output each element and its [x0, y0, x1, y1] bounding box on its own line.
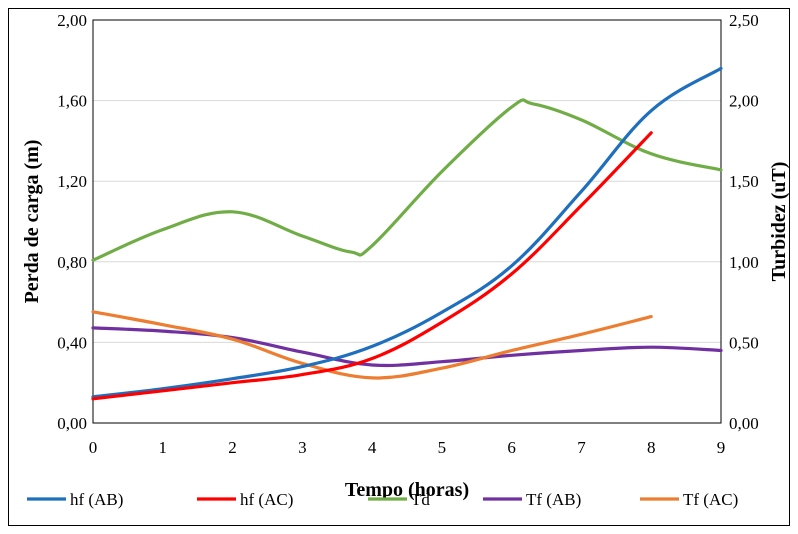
y2-tick-label: 0,50	[729, 333, 759, 352]
legend-item-hf-ac: hf (AC)	[197, 490, 293, 509]
x-tick-label: 4	[368, 438, 377, 457]
x-tick-label: 3	[298, 438, 307, 457]
legend-item-tf-ab: Tf (AB)	[483, 490, 581, 509]
y-axis-title: Perda de carga (m)	[21, 140, 43, 304]
y-tick-label: 2,00	[57, 11, 87, 30]
legend-label: Tf (AB)	[526, 490, 581, 509]
x-axis-title: Tempo (horas)	[345, 479, 469, 501]
x-tick-label: 6	[507, 438, 516, 457]
x-tick-label: 5	[438, 438, 447, 457]
legend-label: hf (AC)	[240, 490, 293, 509]
y-tick-label: 0,80	[57, 253, 87, 272]
series-line-tf-ac	[91, 310, 653, 380]
x-tick-label: 8	[647, 438, 656, 457]
x-tick-label: 0	[89, 438, 98, 457]
series-line-td	[91, 98, 723, 262]
legend-label: Tf (AC)	[683, 490, 738, 509]
legend-label: hf (AB)	[70, 490, 123, 509]
plot-area	[92, 19, 722, 424]
y-tick-label: 0,40	[57, 333, 87, 352]
x-tick-label: 7	[577, 438, 586, 457]
y-tick-label: 1,60	[57, 92, 87, 111]
y2-tick-label: 2,00	[729, 92, 759, 111]
y-tick-label: 1,20	[57, 172, 87, 191]
legend-item-hf-ab: hf (AB)	[27, 490, 123, 509]
y2-tick-label: 2,50	[729, 11, 759, 30]
x-tick-label: 9	[717, 438, 726, 457]
y2-tick-label: 1,00	[729, 253, 759, 272]
y2-tick-label: 1,50	[729, 172, 759, 191]
chart-frame	[8, 8, 790, 526]
y2-tick-label: 0,00	[729, 414, 759, 433]
legend: hf (AB) hf (AC) Td Tf (AB) Tf (AC)	[27, 490, 738, 509]
series-line-hf-ac	[91, 131, 653, 401]
legend-label: Td	[411, 490, 430, 509]
legend-item-tf-ac: Tf (AC)	[640, 490, 738, 509]
x-tick-label: 2	[228, 438, 237, 457]
series-line-tf-ab	[91, 326, 723, 368]
tick-labels: 0 1 2 3 4 5 6 7 8 90,000,400,801,201,602,000,000,…	[57, 11, 759, 457]
y2-axis-title: Turbidez (uT)	[768, 162, 790, 282]
series-line-hf-ab	[91, 66, 723, 399]
series-layer	[91, 66, 723, 401]
y-tick-label: 0,00	[57, 414, 87, 433]
legend-item-td: Td	[368, 490, 430, 509]
x-tick-label: 1	[159, 438, 168, 457]
